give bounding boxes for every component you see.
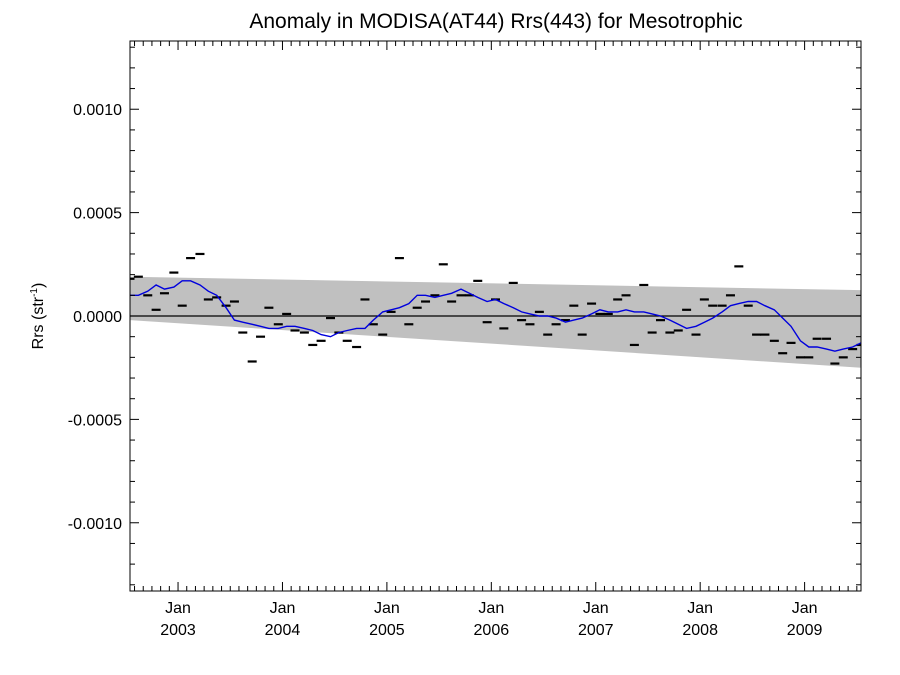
confidence-band <box>130 276 861 368</box>
plot-inner <box>130 252 861 368</box>
x-tick-year-label: 2004 <box>265 622 301 639</box>
y-axis-label-main: Rrs (str <box>30 296 47 349</box>
x-tick-year-label: 2005 <box>369 622 405 639</box>
y-tick-label: -0.0010 <box>68 516 122 533</box>
y-axis-label-tail: ) <box>30 283 47 288</box>
plot-area <box>130 252 861 368</box>
x-tick-year-label: 2007 <box>578 622 614 639</box>
y-tick-label: 0.0000 <box>73 309 122 326</box>
x-tick-month-label: Jan <box>374 600 400 617</box>
x-tick-month-label: Jan <box>165 600 191 617</box>
x-tick-year-label: 2006 <box>474 622 510 639</box>
x-tick-month-label: Jan <box>270 600 296 617</box>
axes: 0.0010 0.0005 0.0000 -0.0005 -0.0010 Jan 2003 J… <box>68 40 862 639</box>
x-tick-year-label: 2008 <box>682 622 718 639</box>
y-axis-label: Rrs (str-1) <box>29 283 47 350</box>
running-mean-line <box>130 280 861 352</box>
x-tick-year-label: 2003 <box>160 622 196 639</box>
y-tick-label: 0.0010 <box>73 102 122 119</box>
x-tick-month-label: Jan <box>792 600 818 617</box>
x-tick-year-label: 2009 <box>787 622 823 639</box>
y-tick-label: 0.0005 <box>73 206 122 223</box>
x-tick-month-label: Jan <box>687 600 713 617</box>
x-tick-month-label: Jan <box>583 600 609 617</box>
x-tick-month-label: Jan <box>478 600 504 617</box>
chart-title: Anomaly in MODISA(AT44) Rrs(443) for Mes… <box>249 10 742 33</box>
y-tick-label: -0.0005 <box>68 412 122 429</box>
y-axis-label-superscript: -1 <box>29 288 40 297</box>
